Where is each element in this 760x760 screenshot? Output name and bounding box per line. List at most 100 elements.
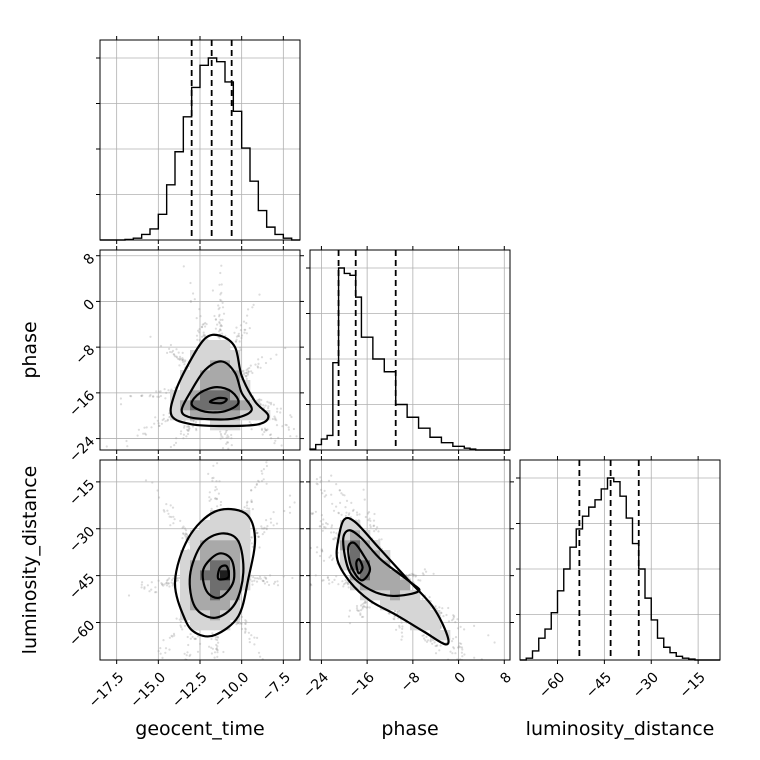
scatter-point (473, 656, 476, 659)
scatter-point (346, 583, 350, 586)
scatter-point (244, 631, 247, 634)
scatter-point (188, 654, 191, 658)
scatter-point (337, 512, 340, 515)
y-axis-label-luminosity_distance: luminosity_distance (19, 466, 41, 655)
scatter-point (208, 645, 211, 648)
scatter-point (274, 439, 277, 442)
scatter-point (186, 429, 190, 432)
density-cell (400, 610, 411, 621)
scatter-point (262, 527, 265, 530)
scatter-point (247, 631, 250, 634)
scatter-point (265, 429, 268, 432)
density-cell (210, 580, 221, 591)
scatter-point (286, 452, 288, 454)
scatter-point (245, 501, 249, 504)
scatter-point (452, 647, 456, 650)
scatter-point (331, 502, 334, 505)
scatter-point (261, 527, 264, 530)
scatter-point (248, 420, 251, 424)
density-cell (210, 510, 221, 521)
scatter-point (168, 577, 171, 580)
scatter-point (368, 517, 371, 520)
scatter-point (140, 583, 143, 586)
scatter-point (265, 461, 268, 464)
scatter-point (143, 674, 145, 676)
scatter-point (165, 391, 168, 394)
scatter-point (348, 622, 352, 625)
density-cell (210, 360, 221, 371)
y-tick-label-phase: −24 (66, 433, 98, 465)
scatter-point (218, 283, 221, 286)
density-cell (180, 590, 191, 601)
scatter-point (323, 525, 326, 529)
scatter-point (197, 329, 200, 332)
scatter-point (269, 521, 273, 524)
scatter-point (456, 627, 460, 630)
scatter-point (269, 574, 272, 577)
scatter-point (225, 477, 227, 479)
scatter-point (189, 300, 192, 303)
scatter-point (186, 428, 189, 431)
scatter-point (319, 554, 322, 558)
scatter-point (178, 576, 181, 580)
scatter-point (346, 581, 349, 584)
density-cell (210, 390, 221, 401)
scatter-point (184, 532, 187, 535)
scatter-point (258, 575, 262, 578)
scatter-point (164, 651, 167, 654)
density-cell (350, 520, 361, 531)
scatter-point (501, 707, 503, 709)
scatter-point (211, 647, 214, 650)
density-cell (390, 570, 401, 581)
density-cell (350, 540, 361, 551)
scatter-point (273, 582, 276, 585)
scatter-point (159, 344, 163, 348)
scatter-point (149, 335, 152, 338)
scatter-point (413, 573, 416, 577)
scatter-point (451, 652, 454, 655)
density-cell (240, 540, 251, 551)
scatter-point (323, 495, 326, 498)
scatter-point (337, 511, 340, 514)
scatter-point (221, 301, 224, 304)
density-cell (220, 540, 231, 551)
scatter-point (263, 531, 266, 534)
scatter-point (216, 455, 218, 457)
scatter-point (323, 489, 326, 492)
scatter-point (347, 615, 351, 618)
scatter-point (262, 579, 265, 583)
density-cell (240, 530, 251, 541)
scatter-point (275, 522, 279, 525)
scatter-point (167, 582, 170, 585)
density-cell (200, 350, 211, 361)
scatter-point (484, 662, 486, 664)
scatter-point (340, 513, 343, 516)
scatter-point (372, 519, 376, 522)
scatter-point (236, 622, 239, 625)
scatter-point (322, 559, 326, 562)
scatter-point (204, 334, 207, 337)
scatter-point (202, 334, 205, 337)
scatter-point (155, 591, 158, 594)
density-cell (180, 380, 191, 391)
scatter-point (260, 398, 263, 402)
scatter-point (250, 499, 253, 502)
scatter-point (257, 535, 260, 538)
density-cell (240, 570, 251, 581)
scatter-point (347, 582, 350, 585)
scatter-point (143, 586, 146, 589)
density-cell (190, 570, 201, 581)
scatter-point (355, 604, 359, 608)
scatter-point (320, 488, 323, 491)
scatter-point (187, 425, 190, 428)
density-cell (260, 410, 271, 421)
density-cell (360, 550, 371, 561)
density-cell (180, 610, 191, 621)
scatter-point (195, 429, 198, 432)
scatter-point (362, 488, 365, 491)
scatter-point (452, 614, 455, 617)
scatter-point (219, 437, 222, 440)
scatter-point (216, 462, 219, 465)
density-cell (170, 410, 181, 421)
scatter-point (345, 581, 348, 584)
